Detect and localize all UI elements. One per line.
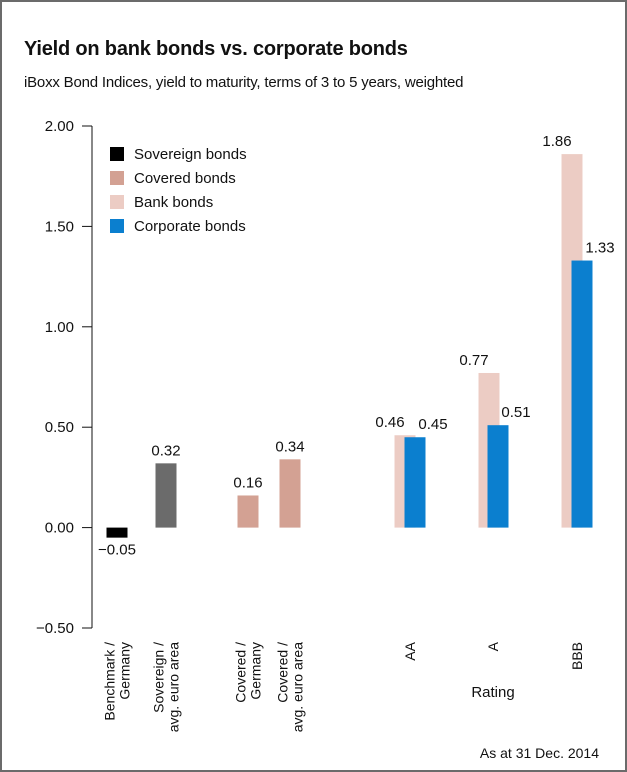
x-category-label: Covered / avg. euro area — [275, 642, 306, 732]
legend-swatch — [110, 195, 124, 209]
bar-value-label: 0.77 — [459, 352, 488, 369]
bar-value-label: 0.45 — [418, 416, 447, 433]
x-category-label-line: Germany — [248, 642, 264, 700]
bar — [487, 425, 509, 528]
bar-value-label: 1.33 — [585, 240, 614, 257]
bar-value-label: 1.86 — [542, 133, 571, 150]
y-tick-label: 0.00 — [45, 520, 74, 537]
x-category-label: Sovereign / avg. euro area — [151, 642, 182, 732]
chart-title: Yield on bank bonds vs. corporate bonds — [24, 38, 408, 60]
chart-subtitle: iBoxx Bond Indices, yield to maturity, t… — [24, 74, 464, 91]
legend-swatch — [110, 219, 124, 233]
chart-footnote: As at 31 Dec. 2014 — [479, 745, 599, 761]
bar — [279, 459, 301, 528]
x-category-label-line: avg. euro area — [290, 642, 306, 732]
y-tick-label: 0.50 — [45, 419, 74, 436]
x-category-label-line: Covered / — [233, 642, 249, 703]
x-category-label-line: Benchmark / — [102, 642, 118, 721]
y-tick-label: −0.50 — [36, 620, 74, 637]
x-category-label-line: Covered / — [275, 642, 291, 703]
bar-value-label: 0.34 — [275, 438, 304, 455]
bar — [106, 527, 128, 538]
bar-value-label: 0.32 — [151, 442, 180, 459]
bar — [237, 495, 259, 528]
bar-value-label: 0.16 — [233, 474, 262, 491]
bar — [404, 437, 426, 528]
x-axis-title: Rating — [471, 684, 514, 701]
x-category-label: A — [485, 641, 501, 651]
legend-label: Sovereign bonds — [134, 146, 247, 163]
x-category-label-line: AA — [402, 641, 418, 660]
x-category-label: BBB — [569, 642, 585, 670]
y-tick-label: 1.00 — [45, 319, 74, 336]
legend-swatch — [110, 147, 124, 161]
x-category-label-line: avg. euro area — [166, 642, 182, 732]
legend-label: Covered bonds — [134, 170, 236, 187]
bar — [571, 260, 593, 528]
y-tick-label: 2.00 — [45, 118, 74, 135]
legend-label: Bank bonds — [134, 194, 213, 211]
x-category-label-line: A — [485, 641, 501, 651]
legend-swatch — [110, 171, 124, 185]
x-category-label: Covered / Germany — [233, 642, 264, 703]
x-category-label: AA — [402, 641, 418, 660]
x-category-label-line: Germany — [117, 642, 133, 700]
y-tick-label: 1.50 — [45, 218, 74, 235]
bar-value-label: 0.46 — [375, 414, 404, 431]
bar-value-label: 0.51 — [501, 404, 530, 421]
bar — [155, 463, 177, 528]
x-category-label-line: BBB — [569, 642, 585, 670]
legend-label: Corporate bonds — [134, 218, 246, 235]
x-category-label-line: Sovereign / — [151, 642, 167, 713]
x-category-label: Benchmark / Germany — [102, 642, 133, 721]
bar-value-label: −0.05 — [98, 542, 136, 559]
